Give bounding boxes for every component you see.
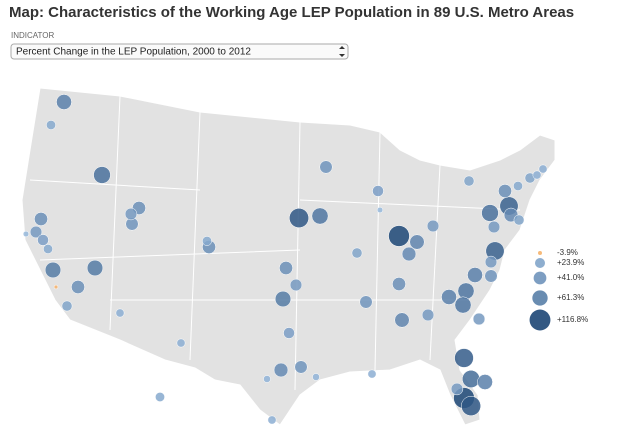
metro-bubble (22, 230, 30, 238)
metro-bubble (401, 246, 417, 262)
select-arrows[interactable] (339, 46, 345, 57)
metro-bubble (176, 338, 186, 348)
metro-bubble (421, 308, 435, 322)
legend-label: +23.9% (557, 258, 584, 267)
metro-bubble (513, 214, 525, 226)
metro-bubble (283, 327, 295, 339)
metro-bubble (359, 295, 373, 309)
title: Map: Characteristics of the Working Age … (9, 4, 574, 21)
metro-bubble (155, 392, 165, 402)
metro-bubble (457, 282, 475, 300)
metro-bubble (274, 290, 292, 308)
metro-bubble (472, 312, 486, 326)
legend-bubble (538, 251, 542, 255)
metro-bubble (263, 375, 271, 383)
metro-bubble (513, 181, 523, 191)
legend-label: +116.8% (557, 315, 588, 324)
metro-bubble (312, 373, 320, 381)
metro-bubble (481, 204, 499, 222)
metro-bubble (388, 225, 410, 247)
metro-bubble (115, 308, 125, 318)
metro-bubble (372, 185, 384, 197)
legend-label: -3.9% (557, 248, 578, 257)
metro-bubble (319, 160, 333, 174)
metro-bubble (484, 269, 498, 283)
metro-bubble (202, 236, 212, 246)
metro-bubble (46, 120, 56, 130)
select-value[interactable]: Percent Change in the LEP Population, 20… (16, 47, 251, 58)
metro-bubble (467, 267, 483, 283)
legend-label: +41.0% (557, 273, 584, 282)
legend-bubble (529, 309, 551, 331)
metro-bubble (367, 369, 377, 379)
metro-bubble (532, 170, 542, 180)
metro-bubble (71, 280, 85, 294)
metro-bubble (273, 362, 289, 378)
metro-bubble (461, 396, 481, 416)
metro-bubble (454, 296, 472, 314)
metro-bubble (289, 208, 309, 228)
metro-bubble (454, 348, 474, 368)
metro-bubble (351, 247, 363, 259)
metro-bubble (43, 244, 53, 254)
indicator-select[interactable]: Percent Change in the LEP Population, 20… (10, 43, 349, 60)
indicator-label: INDICATOR (11, 31, 54, 40)
metro-bubble (267, 415, 277, 425)
metro-bubble (477, 374, 493, 390)
metro-bubble (538, 164, 548, 174)
metro-bubble (294, 360, 308, 374)
legend: -3.9%+23.9% +41.0% +61.3% +116.8% (529, 248, 588, 331)
metro-bubble (484, 255, 498, 269)
metro-bubble (450, 382, 464, 396)
metro-bubble (37, 234, 49, 246)
metro-bubble (29, 225, 43, 239)
metro-bubble (279, 261, 293, 275)
metro-bubble (487, 220, 501, 234)
metro-bubble (86, 259, 104, 277)
metro-bubble (441, 289, 457, 305)
legend-bubble (534, 257, 546, 269)
metro-bubble (311, 207, 329, 225)
metro-bubble (53, 284, 59, 290)
metro-bubble (409, 234, 425, 250)
select-box[interactable] (10, 43, 349, 60)
bubble-layer (22, 94, 548, 425)
legend-bubble (533, 271, 547, 285)
metro-bubble (289, 278, 303, 292)
metro-bubble (463, 175, 475, 187)
legend-label: +61.3% (557, 293, 584, 302)
metro-bubble (462, 370, 480, 388)
metro-bubble (426, 219, 440, 233)
metro-bubble (498, 184, 512, 198)
metro-bubble (394, 312, 410, 328)
legend-bubble (532, 290, 548, 306)
metro-bubble (34, 212, 48, 226)
metro-bubble (376, 206, 384, 214)
metro-bubble (44, 261, 62, 279)
metro-bubble (61, 300, 73, 312)
metro-bubble (392, 277, 406, 291)
metro-bubble (93, 166, 111, 184)
metro-bubble (124, 207, 138, 221)
metro-bubble (56, 94, 72, 110)
